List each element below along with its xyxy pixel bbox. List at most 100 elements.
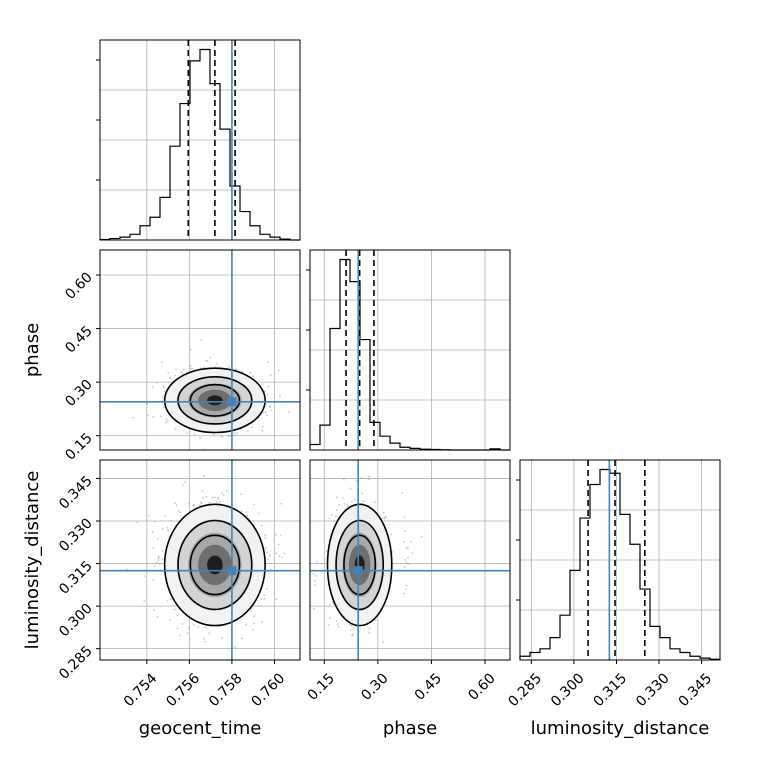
sample-point <box>187 502 190 505</box>
sample-point <box>179 634 181 637</box>
sample-point <box>246 429 249 432</box>
sample-point <box>337 625 340 628</box>
sample-point <box>199 436 201 439</box>
sample-point <box>281 556 283 559</box>
sample-point <box>347 505 350 508</box>
sample-point <box>404 588 407 591</box>
sample-point <box>327 623 330 626</box>
sample-point <box>329 665 331 667</box>
sample-point <box>200 502 203 505</box>
sample-point <box>215 363 218 365</box>
y-axis-title-phase: phase <box>22 323 43 377</box>
sample-point <box>236 432 239 435</box>
sample-point <box>267 558 269 561</box>
sample-point <box>186 432 189 434</box>
sample-point <box>203 475 206 477</box>
x-tick-label-luminosity_distance: 0.285 <box>505 670 545 710</box>
histogram-step-phase <box>309 258 510 451</box>
contour-outer <box>326 503 393 627</box>
histogram-panel-luminosity_distance <box>516 459 721 661</box>
density-level <box>207 555 223 575</box>
sample-point <box>338 504 341 506</box>
sample-point <box>295 624 297 626</box>
sample-point <box>404 530 407 533</box>
sample-point <box>261 429 264 432</box>
sample-point <box>266 551 269 554</box>
sample-point <box>253 503 255 506</box>
sample-point <box>351 500 353 503</box>
sample-point <box>315 574 318 577</box>
contour-inner <box>189 534 241 596</box>
sample-point <box>211 496 214 499</box>
x-tick-label-geocent_time: 0.754 <box>121 670 161 710</box>
y-tick-label-phase: 0.45 <box>62 323 95 356</box>
sample-point <box>229 434 231 437</box>
sample-point <box>173 608 176 611</box>
sample-point <box>161 558 164 561</box>
sample-point <box>175 368 177 371</box>
sample-point <box>275 552 278 555</box>
sample-point <box>176 627 179 630</box>
sample-point <box>382 511 385 514</box>
sample-point <box>151 385 154 388</box>
sample-point <box>157 559 160 561</box>
sample-point <box>411 552 414 554</box>
sample-point <box>154 520 156 523</box>
y-tick-label-luminosity_distance: 0.285 <box>56 643 96 683</box>
sample-point <box>153 565 156 568</box>
sample-point <box>304 589 306 591</box>
sample-point <box>269 405 272 408</box>
panel-frame <box>309 459 511 661</box>
y-tick-label-luminosity_distance: 0.330 <box>56 515 96 555</box>
sample-point <box>136 521 138 524</box>
histogram-step-luminosity_distance <box>519 468 721 660</box>
x-tick-label-geocent_time: 0.760 <box>249 670 289 710</box>
sample-point <box>405 584 408 587</box>
y-axis-title-luminosity_distance: luminosity_distance <box>22 471 43 650</box>
sample-point <box>184 481 186 483</box>
sample-point <box>221 637 223 639</box>
sample-point <box>166 526 169 529</box>
sample-point <box>248 371 251 374</box>
histogram-panel-phase <box>306 249 511 451</box>
sample-point <box>189 367 192 370</box>
sample-point <box>177 510 180 512</box>
sample-point <box>349 628 352 631</box>
sample-point <box>355 479 358 482</box>
sample-point <box>264 537 267 539</box>
sample-point <box>181 372 184 375</box>
sample-point <box>405 561 408 564</box>
panel-frame <box>519 459 721 661</box>
sample-point <box>252 375 255 378</box>
sample-point <box>240 637 243 640</box>
sample-point <box>325 550 328 553</box>
x-tick-label-luminosity_distance: 0.330 <box>633 670 673 710</box>
sample-point <box>163 405 165 408</box>
sample-point <box>263 594 266 597</box>
sample-point <box>266 393 269 396</box>
sample-point <box>260 621 263 623</box>
sample-point <box>152 578 155 581</box>
sample-point <box>156 615 159 618</box>
sample-point <box>252 628 255 631</box>
sample-point <box>221 436 224 438</box>
sample-point <box>174 374 177 377</box>
sample-point <box>313 579 316 582</box>
sample-point <box>145 402 148 405</box>
sample-point <box>167 529 169 532</box>
sample-point <box>161 384 164 387</box>
sample-point <box>157 557 160 560</box>
sample-point <box>174 502 176 505</box>
sample-point <box>257 605 260 607</box>
sample-point <box>270 409 273 412</box>
sample-point <box>157 555 160 558</box>
sample-point <box>390 533 393 536</box>
sample-point <box>151 530 154 533</box>
sample-point <box>403 592 406 595</box>
sample-point <box>197 626 200 628</box>
contour-outer <box>163 503 266 627</box>
sample-point <box>179 511 182 514</box>
y-tick-label-luminosity_distance: 0.300 <box>56 601 96 641</box>
sample-point <box>269 374 272 377</box>
